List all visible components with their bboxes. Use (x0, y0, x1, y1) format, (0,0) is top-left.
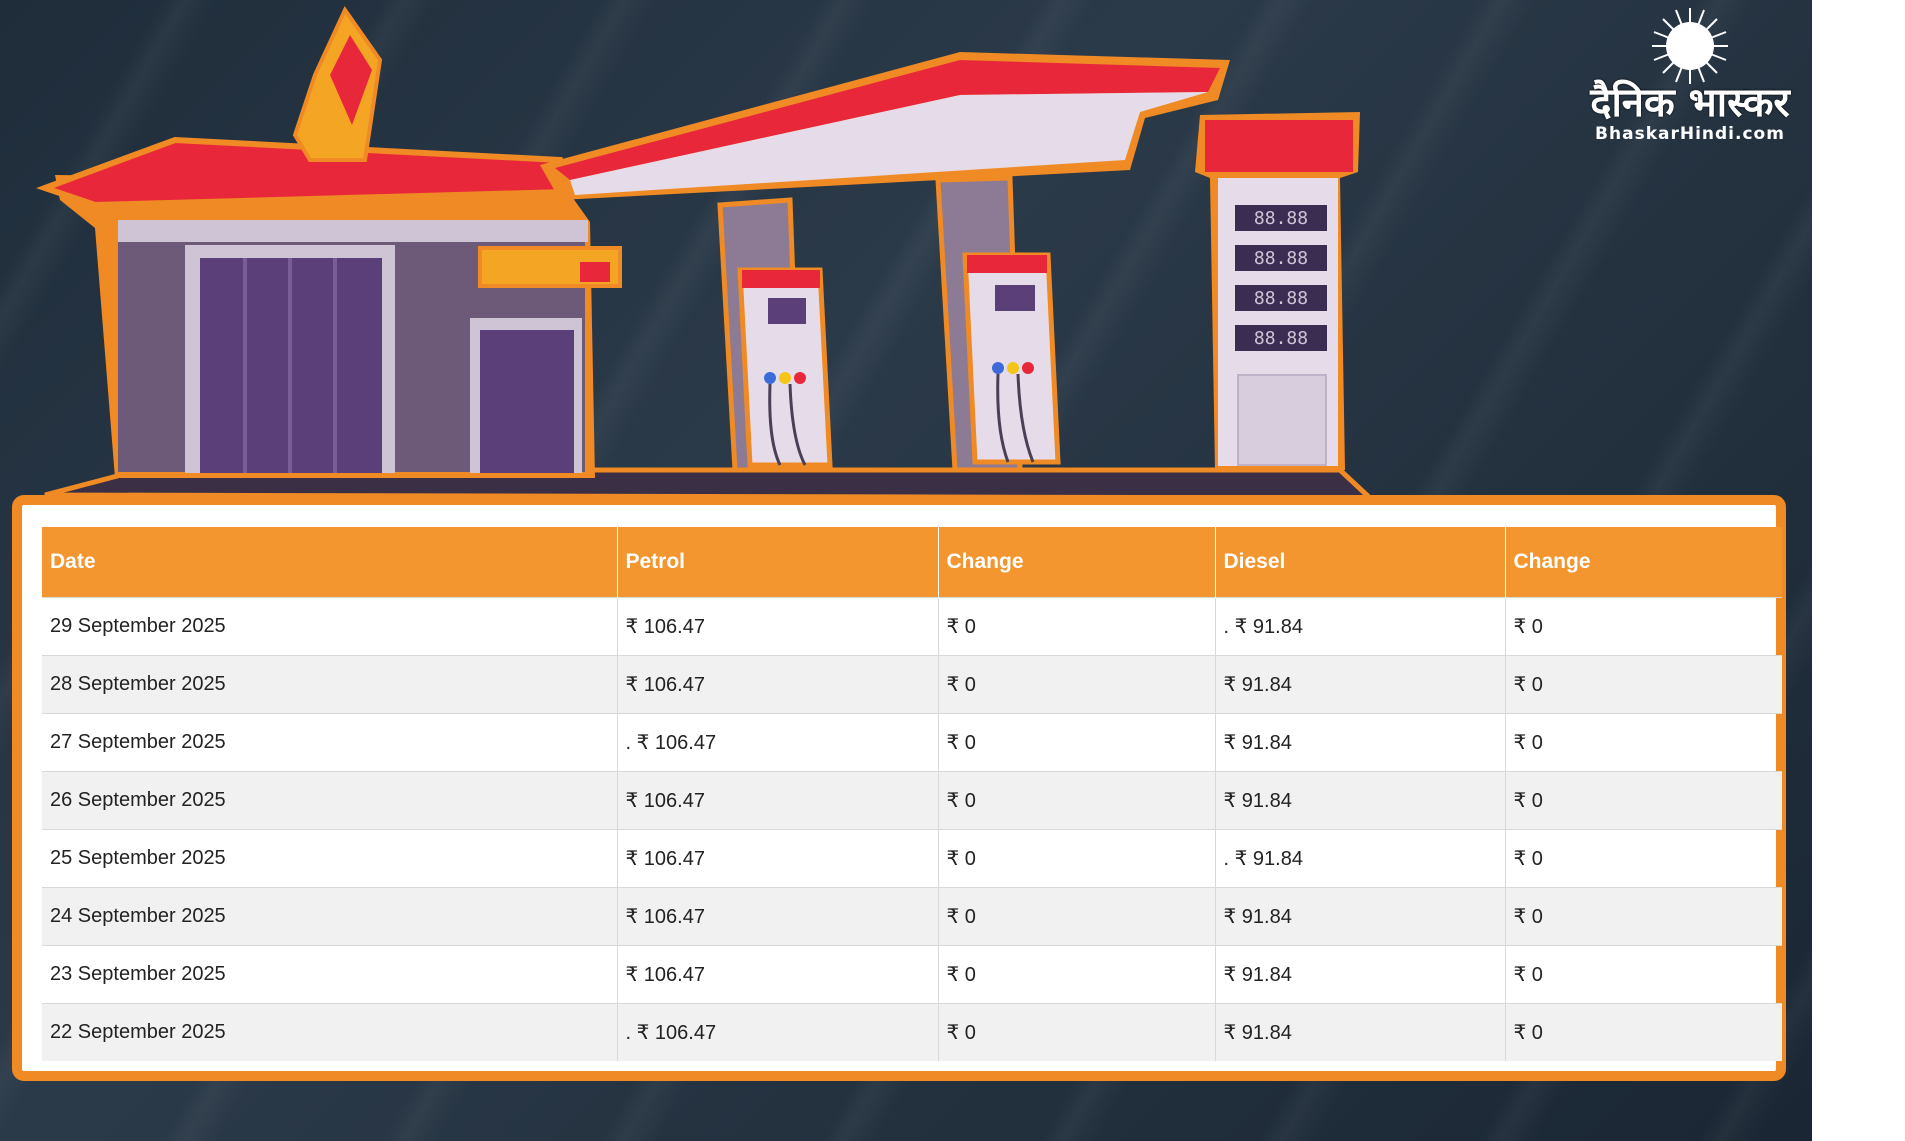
canopy-underside (570, 92, 1208, 195)
table-header-row: Date Petrol Change Diesel Change (42, 527, 1782, 598)
cell-diesel-change: ₹ 0 (1505, 597, 1782, 656)
cell-petrol-change: ₹ 0 (938, 771, 1216, 830)
table-row: 29 September 2025 ₹ 106.47 ₹ 0 . ₹ 91.84… (42, 597, 1782, 656)
cell-date: 27 September 2025 (42, 713, 618, 772)
nozzle-blue (764, 372, 776, 384)
fuel-pump-top (742, 270, 820, 288)
cell-petrol: ₹ 106.47 (617, 655, 939, 714)
price-display (1235, 205, 1327, 231)
header-date: Date (42, 527, 618, 598)
price-display-digits: 88.88 (1254, 208, 1308, 229)
price-display-digits: 88.88 (1254, 328, 1308, 349)
brand-site: BhaskarHindi.com (1595, 124, 1785, 144)
building-door (480, 330, 574, 473)
header-diesel: Diesel (1215, 527, 1506, 598)
table-row: 28 September 2025 ₹ 106.47 ₹ 0 ₹ 91.84 ₹… (42, 655, 1782, 714)
header-petrol-change: Change (938, 527, 1216, 598)
building-fascia (118, 220, 588, 242)
cell-diesel-change: ₹ 0 (1505, 771, 1782, 830)
poster-background: 88.88 88.88 88.88 88.88 दैनिक भास्कर Bha… (0, 0, 1812, 1141)
nozzle-red (794, 372, 806, 384)
cell-diesel: . ₹ 91.84 (1215, 829, 1506, 888)
cell-date: 22 September 2025 (42, 1003, 618, 1061)
cell-petrol: ₹ 106.47 (617, 597, 939, 656)
cell-diesel-change: ₹ 0 (1505, 713, 1782, 772)
cell-petrol-change: ₹ 0 (938, 597, 1216, 656)
cell-diesel-change: ₹ 0 (1505, 829, 1782, 888)
cell-diesel-change: ₹ 0 (1505, 1003, 1782, 1061)
nozzle-yellow (779, 372, 791, 384)
cell-diesel: ₹ 91.84 (1215, 945, 1506, 1004)
nozzle-red (1022, 362, 1034, 374)
cell-petrol: ₹ 106.47 (617, 945, 939, 1004)
pump-hose (768, 383, 782, 466)
cell-date: 29 September 2025 (42, 597, 618, 656)
cell-petrol-change: ₹ 0 (938, 655, 1216, 714)
cell-diesel: ₹ 91.84 (1215, 1003, 1506, 1061)
table-row: 24 September 2025 ₹ 106.47 ₹ 0 ₹ 91.84 ₹… (42, 887, 1782, 946)
cell-diesel-change: ₹ 0 (1505, 655, 1782, 714)
brand-logo: दैनिक भास्कर BhaskarHindi.com (1575, 0, 1805, 144)
brand-name-hindi: दैनिक भास्कर (1590, 80, 1790, 126)
cell-date: 26 September 2025 (42, 771, 618, 830)
fuel-pump-screen (995, 285, 1035, 311)
cell-diesel-change: ₹ 0 (1505, 887, 1782, 946)
price-display (1235, 285, 1327, 311)
cell-date: 24 September 2025 (42, 887, 618, 946)
table-row: 26 September 2025 ₹ 106.47 ₹ 0 ₹ 91.84 ₹… (42, 771, 1782, 830)
fuel-pump-screen (768, 298, 806, 324)
table-row: 27 September 2025 . ₹ 106.47 ₹ 0 ₹ 91.84… (42, 713, 1782, 772)
pump-hose (1016, 373, 1035, 463)
canopy-roof (555, 60, 1220, 180)
fuel-rates-table: Date Petrol Change Diesel Change 29 Sept… (42, 527, 1782, 1061)
table-row: 22 September 2025 . ₹ 106.47 ₹ 0 ₹ 91.84… (42, 1003, 1782, 1061)
price-tower-panel (1237, 374, 1327, 466)
petrol-station-illustration: 88.88 88.88 88.88 88.88 (36, 6, 1377, 501)
table-row: 25 September 2025 ₹ 106.47 ₹ 0 . ₹ 91.84… (42, 829, 1782, 888)
station-sign-tip (580, 262, 610, 282)
cell-petrol-change: ₹ 0 (938, 945, 1216, 1004)
cell-petrol-change: ₹ 0 (938, 887, 1216, 946)
cell-petrol: . ₹ 106.47 (617, 713, 939, 772)
cell-diesel: ₹ 91.84 (1215, 713, 1506, 772)
cell-petrol-change: ₹ 0 (938, 829, 1216, 888)
nozzle-yellow (1007, 362, 1019, 374)
cell-petrol-change: ₹ 0 (938, 1003, 1216, 1061)
price-display-digits: 88.88 (1254, 288, 1308, 309)
cell-diesel: ₹ 91.84 (1215, 655, 1506, 714)
pump-hose (996, 373, 1010, 463)
rates-table-frame: Date Petrol Change Diesel Change 29 Sept… (12, 495, 1786, 1081)
cell-date: 23 September 2025 (42, 945, 618, 1004)
pump-hose (788, 383, 807, 466)
cell-date: 25 September 2025 (42, 829, 618, 888)
cell-petrol-change: ₹ 0 (938, 713, 1216, 772)
price-display (1235, 245, 1327, 271)
fuel-pump-top (967, 255, 1047, 273)
cell-diesel: . ₹ 91.84 (1215, 597, 1506, 656)
cell-diesel: ₹ 91.84 (1215, 887, 1506, 946)
cell-date: 28 September 2025 (42, 655, 618, 714)
cell-petrol: ₹ 106.47 (617, 887, 939, 946)
table-row: 23 September 2025 ₹ 106.47 ₹ 0 ₹ 91.84 ₹… (42, 945, 1782, 1004)
cell-petrol: ₹ 106.47 (617, 829, 939, 888)
header-petrol: Petrol (617, 527, 939, 598)
price-display (1235, 325, 1327, 351)
cell-diesel-change: ₹ 0 (1505, 945, 1782, 1004)
price-tower-top (1205, 120, 1353, 172)
price-display-digits: 88.88 (1254, 248, 1308, 269)
pylon-logo-diamond (330, 35, 372, 125)
header-diesel-change: Change (1505, 527, 1782, 598)
cell-petrol: ₹ 106.47 (617, 771, 939, 830)
sun-logo-icon (1652, 8, 1728, 84)
cell-petrol: . ₹ 106.47 (617, 1003, 939, 1061)
nozzle-blue (992, 362, 1004, 374)
cell-diesel: ₹ 91.84 (1215, 771, 1506, 830)
